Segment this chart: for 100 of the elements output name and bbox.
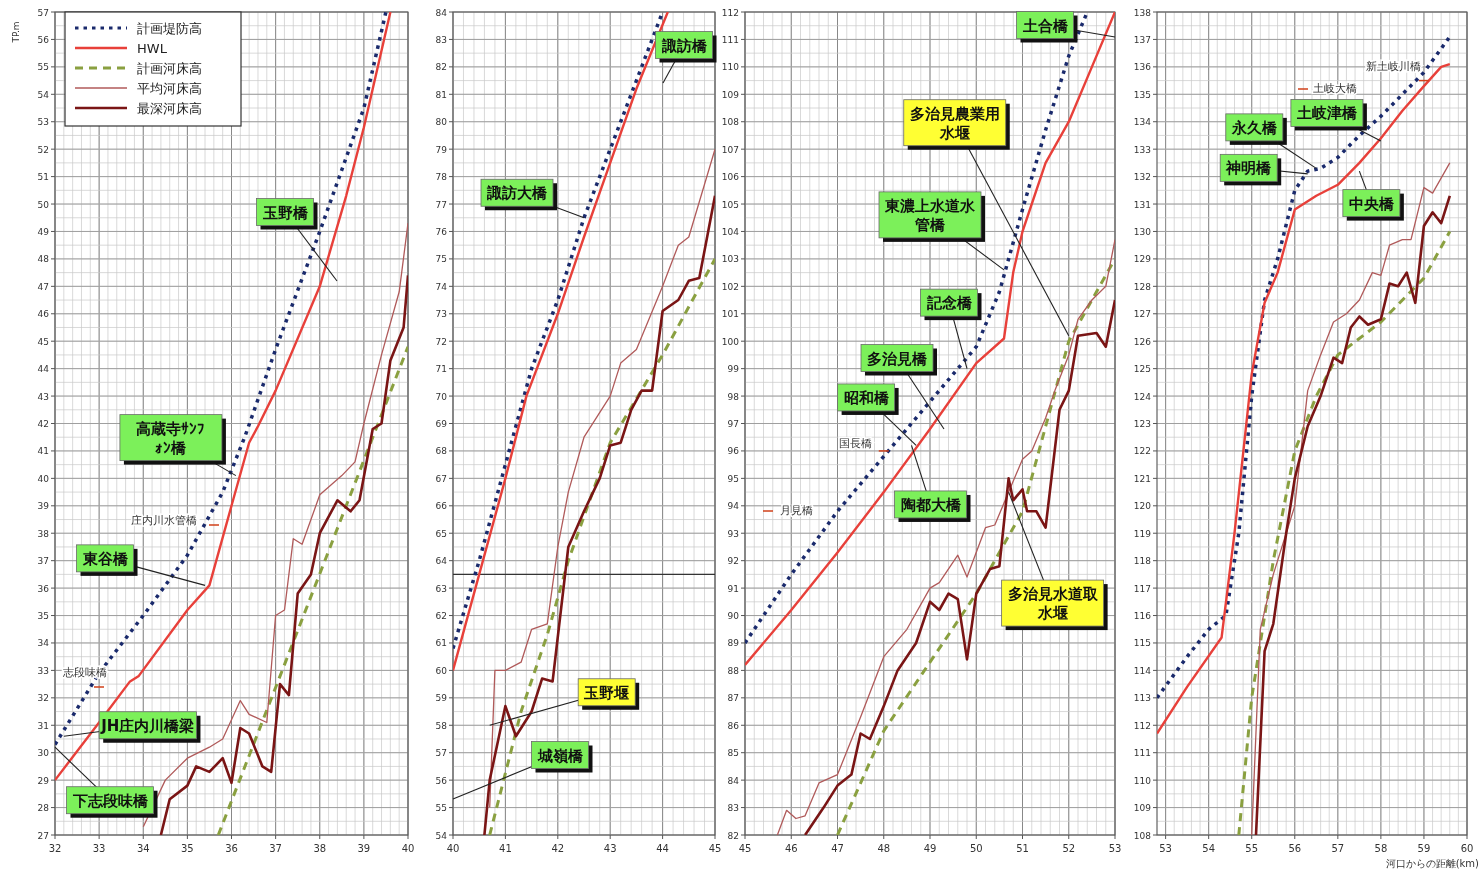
annotation: 土岐大橋: [1297, 82, 1357, 95]
y-tick-label: 90: [727, 611, 740, 622]
y-tick-label: 56: [435, 775, 448, 786]
y-tick-label: 99: [727, 364, 740, 375]
x-tick-label: 57: [1331, 843, 1345, 854]
y-tick-label: 41: [37, 446, 49, 457]
y-tick-label: 50: [37, 199, 50, 210]
y-tick-label: 138: [1133, 7, 1152, 18]
annotation: 城嶺橋: [536, 746, 584, 765]
y-tick-label: 74: [435, 281, 448, 292]
x-tick-label: 40: [446, 843, 460, 854]
y-tick-label: 54: [435, 830, 448, 841]
x-tick-label: 58: [1374, 843, 1388, 854]
annotation: 土合橋: [1016, 11, 1116, 43]
y-tick-label: 100: [721, 336, 740, 347]
y-tick-label: 115: [1133, 638, 1151, 649]
annotation: 城嶺橋: [452, 741, 593, 800]
y-tick-label: 114: [1133, 665, 1152, 676]
y-tick-label: 59: [435, 693, 448, 704]
annotation: 新土岐川橋: [1366, 59, 1430, 82]
annotation: 庄内川水管橋: [131, 514, 197, 527]
x-tick-label: 45: [738, 843, 752, 854]
x-tick-label: 49: [923, 843, 937, 854]
annotation: 東谷橋: [81, 549, 129, 568]
legend-label: HWL: [137, 41, 168, 56]
y-tick-label: 119: [1133, 528, 1152, 539]
y-tick-label: 136: [1133, 62, 1152, 73]
x-axis-title: 河口からの距離(km): [1385, 858, 1480, 869]
x-tick-label: 53: [1159, 843, 1172, 854]
y-tick-label: 101: [721, 309, 739, 320]
annotation: 永久橋: [1230, 118, 1278, 137]
y-tick-label: 110: [1133, 775, 1152, 786]
y-tick-label: 122: [1133, 446, 1151, 457]
y-tick-label: 88: [727, 665, 740, 676]
y-tick-label: 127: [1133, 309, 1151, 320]
y-tick-label: 65: [435, 528, 447, 539]
y-tick-label: 60: [435, 665, 448, 676]
y-tick-label: 36: [37, 583, 50, 594]
y-tick-label: 89: [727, 638, 740, 649]
y-tick-label: 85: [727, 748, 739, 759]
y-tick-label: 129: [1133, 254, 1152, 265]
y-tick-label: 92: [727, 556, 739, 567]
y-tick-label: 102: [721, 281, 739, 292]
y-tick-label: 48: [37, 254, 50, 265]
y-tick-label: 112: [721, 7, 739, 18]
y-tick-label: 55: [37, 62, 49, 73]
y-tick-label: 80: [435, 117, 448, 128]
y-tick-label: 87: [727, 693, 739, 704]
x-tick-label: 44: [656, 843, 669, 854]
y-tick-label: 108: [721, 117, 740, 128]
annotation: 新土岐川橋: [1366, 59, 1422, 73]
y-tick-label: 128: [1133, 281, 1152, 292]
y-tick-label: 53: [37, 117, 49, 128]
x-tick-label: 48: [877, 843, 891, 854]
y-tick-label: 111: [721, 34, 739, 45]
y-tick-label: 73: [435, 309, 447, 320]
y-tick-label: 47: [37, 281, 49, 292]
x-tick-label: 33: [92, 843, 106, 854]
y-tick-label: 32: [37, 693, 49, 704]
y-tick-label: 117: [1133, 583, 1151, 594]
y-tick-label: 113: [1133, 693, 1151, 704]
y-tick-label: 64: [435, 556, 448, 567]
x-tick-label: 39: [357, 843, 371, 854]
y-tick-label: 31: [37, 720, 49, 731]
y-tick-label: 42: [37, 419, 49, 429]
y-tick-label: 77: [435, 199, 447, 210]
y-tick-label: 61: [435, 638, 447, 649]
y-tick-label: 76: [435, 226, 448, 237]
x-tick-label: 46: [784, 843, 798, 854]
legend-label: 計画河床高: [137, 61, 202, 76]
y-tick-label: 137: [1133, 34, 1151, 45]
y-tick-label: 70: [435, 391, 448, 402]
annotation: JH庄内川橋梁: [100, 716, 195, 735]
y-tick-label: 28: [37, 803, 50, 814]
y-tick-label: 133: [1133, 144, 1151, 155]
x-tick-label: 37: [269, 843, 282, 854]
y-tick-label: 82: [727, 830, 739, 841]
legend-label: 最深河床高: [137, 101, 202, 116]
x-tick-label: 41: [499, 843, 512, 854]
line-series: [836, 257, 1115, 835]
annotation: 玉野橋: [256, 198, 338, 282]
y-tick-label: 63: [435, 583, 447, 594]
y-tick-label: 82: [435, 62, 447, 73]
y-tick-label: 126: [1133, 336, 1152, 347]
legend-label: 計画堤防高: [137, 21, 202, 36]
line-series: [776, 239, 1115, 835]
y-tick-label: 103: [721, 254, 739, 265]
y-tick-label: 97: [727, 419, 739, 429]
y-tick-label: 72: [435, 336, 447, 347]
y-tick-label: 38: [37, 528, 50, 539]
y-tick-label: 120: [1133, 501, 1152, 512]
x-tick-label: 52: [1062, 843, 1076, 854]
y-tick-label: 52: [37, 144, 49, 155]
y-tick-label: 56: [37, 34, 50, 45]
x-tick-label: 50: [969, 843, 983, 854]
y-tick-label: 108: [1133, 830, 1152, 841]
y-tick-label: 67: [435, 473, 447, 484]
y-tick-label: 95: [727, 473, 739, 484]
y-tick-label: 124: [1133, 391, 1152, 402]
y-tick-label: 118: [1133, 556, 1152, 567]
